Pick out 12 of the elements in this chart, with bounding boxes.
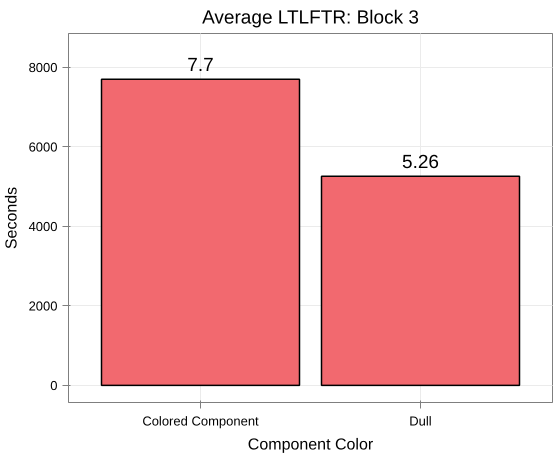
y-tick-label: 8000 (28, 60, 58, 75)
y-tick-label: 6000 (28, 139, 58, 154)
chart-title: Average LTLFTR: Block 3 (202, 8, 419, 28)
x-tick-label: Colored Component (142, 414, 260, 428)
y-tick-label: 4000 (28, 218, 58, 234)
y-tick-label: 2000 (28, 298, 58, 314)
annotation: 5.26 (402, 152, 439, 174)
x-axis-title: Component Color (248, 436, 374, 454)
y-axis-title: Seconds (4, 186, 21, 250)
annotation: 7.7 (187, 55, 214, 76)
x-tick-label: Dull (409, 414, 432, 428)
y-tick-label: 0 (50, 378, 58, 393)
